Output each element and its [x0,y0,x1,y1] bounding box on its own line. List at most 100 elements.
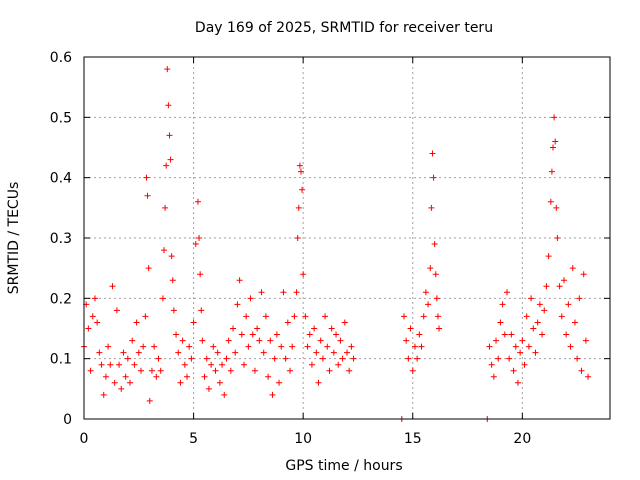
data-point [543,283,550,290]
data-point [436,325,443,332]
data-point [280,289,287,296]
data-point [249,331,256,338]
data-point [319,355,326,362]
data-point [300,271,307,278]
data-point [251,367,258,374]
data-point [166,132,173,139]
data-point [91,295,98,302]
data-point [554,235,561,241]
data-point [230,325,237,332]
data-point [434,313,441,320]
y-tick-label: 0.6 [50,50,72,66]
y-tick-label: 0.3 [50,231,72,247]
data-point [87,367,94,374]
data-point [214,349,221,356]
data-point [302,313,309,320]
data-point [145,265,152,272]
data-point [155,355,162,362]
data-point [127,379,134,386]
data-point [339,355,346,362]
data-point [335,361,342,368]
data-point [129,337,136,344]
data-point [271,355,278,362]
y-tick-label: 0 [63,412,72,428]
data-point [175,349,182,356]
data-point [287,367,294,374]
data-point [428,204,435,211]
y-tick-label: 0.4 [50,171,72,187]
data-point [530,325,537,332]
data-point [400,313,407,320]
data-point [201,373,208,380]
data-point [96,349,103,356]
data-point [508,331,515,338]
data-point [337,337,344,344]
data-point [188,355,195,362]
data-point [545,253,552,260]
data-point [197,271,204,278]
y-tick-labels: 0 0.1 0.2 0.3 0.4 0.5 0.6 [50,50,72,428]
data-point [553,204,560,211]
data-point [254,325,261,332]
data-point [236,277,243,284]
data-point [539,331,546,338]
data-point [291,313,298,320]
data-point [510,367,517,374]
x-tick-label: 15 [404,431,422,447]
data-point [135,349,142,356]
data-point [89,313,96,320]
data-point [216,379,223,386]
data-point [164,66,171,73]
data-point [317,337,324,344]
data-point [163,162,170,169]
y-axis-label: SRMTID / TECUs [6,182,22,295]
data-point [493,337,500,344]
data-point [157,367,164,374]
data-point [203,355,210,362]
data-point [490,373,497,380]
data-point [346,367,353,374]
data-point [284,319,291,326]
data-point [407,325,414,332]
data-point [571,319,578,326]
data-point [143,174,150,181]
data-point [578,367,585,374]
data-point [111,379,118,386]
data-point [431,241,438,248]
x-tick-label: 5 [189,431,198,447]
data-point [414,355,421,362]
data-point [208,361,215,368]
data-point [169,277,176,284]
data-point [567,343,574,350]
data-point [304,343,311,350]
data-point [536,301,543,308]
data-point [333,331,340,338]
data-point [192,241,199,248]
data-point [405,355,412,362]
data-point [240,361,247,368]
data-point [411,343,418,350]
data-point [137,367,144,374]
data-point [256,337,263,344]
x-axis-label: GPS time / hours [285,458,402,474]
data-point [142,313,149,320]
data-point [133,319,140,326]
data-point [186,343,193,350]
data-point [100,391,107,398]
data-point [565,301,572,308]
data-point [299,186,306,193]
data-point [350,355,357,362]
data-point [348,343,355,350]
data-point [574,355,581,362]
data-point [532,349,539,356]
data-point [219,361,226,368]
data-point [313,349,320,356]
data-point [328,325,335,332]
data-point [425,301,432,308]
data-point [315,379,322,386]
data-point [497,319,504,326]
data-point [205,385,212,392]
data-point [94,319,101,326]
